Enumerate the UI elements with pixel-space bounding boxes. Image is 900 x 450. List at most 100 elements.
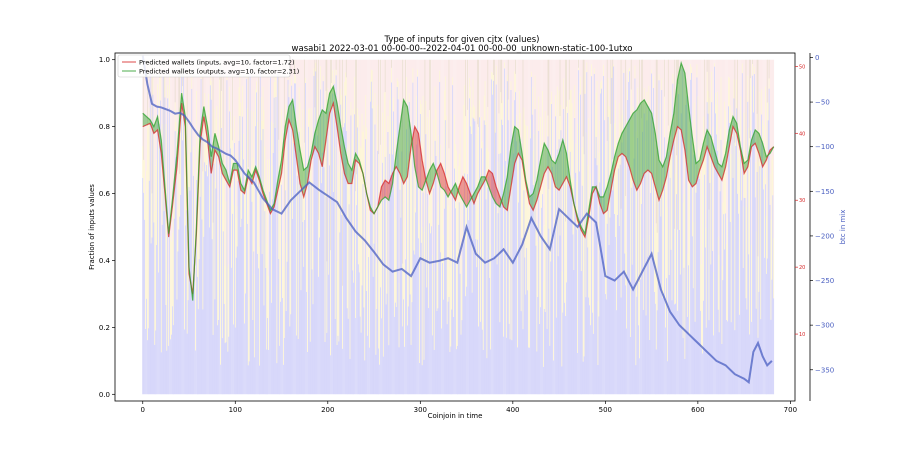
y-axis-label-right: btc in mix [839,210,847,245]
fill-outputs-above [673,79,678,140]
series-line-outputs [142,60,775,301]
fill-outputs-above [703,129,708,161]
fill-inputs-above [385,180,389,201]
fill-inputs-above [414,126,419,187]
x-tick-label: 600 [691,406,704,414]
fill-outputs-above [655,133,659,201]
fill-outputs-above [222,163,227,181]
fill-outputs-above [733,116,737,134]
x-tick-label: 500 [599,406,612,414]
y-right-red-tick-label: 10 [799,332,805,338]
fill-outputs-above [692,136,697,187]
y-right-red-tick-label: 40 [799,131,805,137]
x-tick-label: 200 [321,406,334,414]
fill-outputs-above [425,170,430,194]
fill-outputs-above [659,160,663,201]
series-line-btc-in-mix [141,55,773,385]
fill-outputs-above [721,153,726,181]
plot-frame [114,52,796,402]
fill-outputs-above [651,113,656,187]
fill-outputs-above [744,160,748,174]
chart-title: Type of inputs for given cjtx (values) [384,35,540,45]
y-right-blue-tick-label: 0 [815,54,819,62]
fill-outputs-above [507,146,511,211]
fill-outputs-above [640,99,645,184]
fill-outputs-above [603,186,608,214]
x-tick-label: 300 [414,406,427,414]
x-axis-label: Coinjoin in time [428,412,483,420]
fill-outputs-above [403,99,408,184]
fill-outputs-above [529,193,534,211]
fill-outputs-above [544,143,548,174]
fill-outputs-above [348,163,352,184]
fill-outputs-above [285,106,289,140]
fill-outputs-above [314,119,319,154]
fill-outputs-above [296,126,301,184]
fill-outputs-above [677,63,682,130]
fill-outputs-above [340,126,345,174]
y-tick-label: 1.0 [99,56,110,64]
fill-outputs-above [647,106,652,174]
y-right-red-tick-label: 30 [799,198,805,204]
fill-outputs-above [322,109,326,167]
y-right-blue-tick-label: −300 [815,322,834,330]
y-axis-label: Fraction of inputs values [88,184,96,270]
fill-outputs-above [303,166,308,197]
fill-outputs-above [625,119,630,167]
fill-outputs-above [503,176,508,211]
fill-inputs-above [462,176,467,207]
fill-inputs-above [492,173,497,204]
fill-outputs-above [629,113,634,181]
fill-outputs-above [644,99,648,174]
y-right-red-tick-label: 50 [799,64,805,70]
fill-outputs-above [551,160,556,187]
y-right-blue-tick-label: −250 [815,277,834,285]
fill-outputs-above [559,140,563,191]
fill-outputs-above [681,63,685,151]
fill-inputs-above [381,180,386,201]
y-tick-label: 0.0 [99,391,110,399]
y-right-red-tick-label: 20 [799,265,805,271]
fill-outputs-above [666,133,671,177]
legend-label-outputs: Predicted wallets (outputs, avg=10, fact… [139,68,299,76]
fill-outputs-above [233,163,238,171]
x-tick-label: 100 [229,406,242,414]
series-layer [141,55,775,385]
fill-outputs-above [696,160,700,184]
x-tick-label: 0 [141,406,145,414]
fill-outputs-above [407,106,412,177]
fill-outputs-above [318,109,323,167]
fill-outputs-above [211,133,215,174]
fill-outputs-above [670,113,674,157]
fill-outputs-above [718,163,722,181]
fill-inputs-above [440,163,445,191]
fill-outputs-above [292,99,297,157]
y-right-blue-tick-label: −150 [815,188,834,196]
fill-inputs-above [496,186,500,207]
y-tick-label: 0.8 [99,123,110,131]
x-tick-label: 400 [506,406,519,414]
y-right-blue-tick-label: −50 [815,99,830,107]
legend-label-inputs: Predicted wallets (inputs, avg=10, facto… [139,59,295,67]
fill-outputs-above [142,113,151,127]
y-tick-label: 0.2 [99,324,110,332]
fill-outputs-above [607,173,611,211]
fill-inputs-above [418,133,423,191]
fill-outputs-above [707,129,711,157]
fill-outputs-above [618,133,622,157]
y-right-blue-tick-label: −200 [815,232,834,240]
y-right-blue-tick-label: −100 [815,143,834,151]
fill-outputs-above [636,103,641,191]
legend-box [117,54,291,78]
fill-outputs-above [633,109,637,191]
fill-outputs-above [614,143,619,171]
fill-outputs-above [621,126,626,157]
chart-subtitle: wasabi1 2022-03-01 00-00-00--2022-04-01 … [292,44,633,54]
fill-outputs-above [329,86,334,114]
axes-layer: 0 100 200 300 400 500 600 7000.00.20.40.60.81.0… [99,54,834,414]
x-tick-label: 700 [784,406,797,414]
fill-outputs-above [688,106,693,187]
y-right-blue-tick-label: −350 [815,366,834,374]
